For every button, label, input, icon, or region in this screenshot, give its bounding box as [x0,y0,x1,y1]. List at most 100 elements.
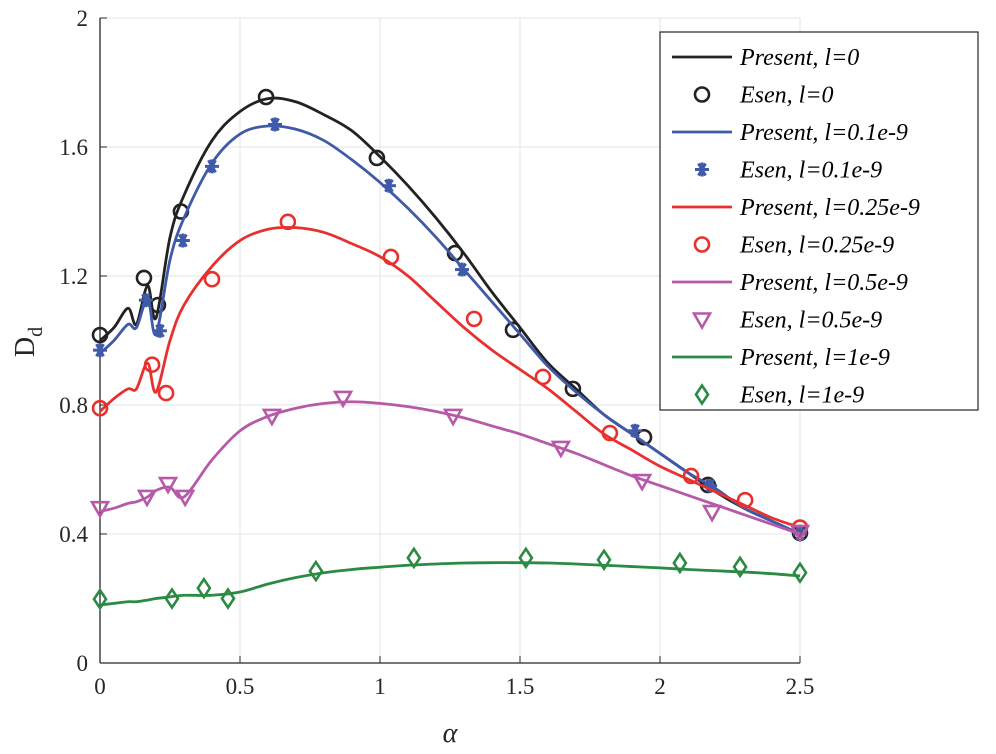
asterisk-marker [152,323,167,338]
triangle-shape [332,390,354,409]
circle-marker [534,368,552,386]
diamond-shape [196,576,212,600]
circle-marker [736,491,754,509]
series-line [99,225,801,529]
circle-shape [135,269,153,287]
series-present-l-0-5e-9 [99,400,801,536]
legend-entry: Esen, l=0 [693,83,834,109]
asterisk-marker [695,162,709,177]
triangle-shape [789,524,811,543]
diamond-marker [164,587,180,610]
series-esen-l-1e-9 [92,546,808,611]
circle-marker [135,269,153,287]
triangle-down-marker [332,390,354,409]
diamond-marker [732,555,748,579]
circle-marker [257,88,275,106]
diamond-shape [732,555,748,579]
x-tick-label: 2 [654,674,666,699]
legend-label: Present, l=0.25e-9 [739,195,920,221]
circle-marker [564,380,582,398]
series-esen-l-0-5e-9 [89,390,811,543]
x-tick-label: 0.5 [226,674,255,699]
x-axis-label: α [443,718,459,749]
circle-shape [368,149,386,167]
legend-entry: Present, l=0.5e-9 [672,270,908,296]
asterisk-marker [93,343,107,358]
triangle-down-marker [550,440,572,459]
circle-shape [279,213,297,231]
circle-shape [257,88,275,106]
legend-entry: Esen, l=0.25e-9 [693,233,894,259]
triangle-down-marker [174,489,196,508]
y-tick-label: 0.8 [59,393,88,418]
triangle-shape [550,440,572,459]
circle-marker [157,384,175,402]
circle-shape [203,270,221,288]
triangle-down-marker [89,500,111,519]
diamond-shape [406,546,422,570]
circle-marker [682,467,700,485]
diamond-shape [164,587,180,610]
triangle-down-marker [442,408,464,427]
y-tick-label: 0.4 [59,522,88,547]
triangle-shape [89,500,111,519]
circle-shape [149,296,167,314]
legend-entry: Esen, l=0.5e-9 [691,308,882,334]
asterisk-marker [138,293,153,308]
diamond-marker [92,587,108,611]
x-tick-label: 1 [374,674,386,699]
triangle-down-marker [691,312,713,331]
series-line [99,561,801,607]
triangle-shape [691,312,713,331]
legend-entry: Present, l=1e-9 [672,345,890,371]
circle-shape [143,356,161,373]
tick-labels: 0 0.5 1 1.5 2 2.5 0 0.4 0.8 1.2 1.6 2 [59,6,814,699]
diamond-shape [92,587,108,611]
diamond-shape [672,551,688,575]
asterisk-marker [628,423,643,438]
legend-label: Esen, l=0.5e-9 [739,308,882,334]
svg-text:Dd: Dd [10,327,47,357]
series-line [99,124,801,536]
circle-shape [564,380,582,398]
series-present-l-1e-9 [99,561,801,607]
triangle-shape [157,476,179,495]
legend-label: Present, l=1e-9 [739,345,890,371]
series-present-l-0-1e-9 [99,124,801,536]
y-tick-label: 0 [77,651,89,676]
y-axis-label-subscript: d [25,327,47,337]
circle-shape [601,424,619,442]
legend-label: Present, l=0.5e-9 [739,270,908,296]
triangle-down-marker [701,504,723,523]
diamond-shape [596,548,612,572]
circle-shape [693,236,711,253]
legend-label: Present, l=0 [739,45,859,71]
series-line [99,400,801,536]
circle-marker [465,310,483,328]
circle-marker [693,86,711,103]
circle-marker [504,321,522,339]
legend-entry: Present, l=0 [672,45,859,71]
diamond-marker [518,546,534,570]
legend-entry: Esen, l=1e-9 [694,383,864,409]
circle-marker [91,399,109,417]
x-tick-label: 2.5 [786,674,815,699]
triangle-shape [701,504,723,523]
y-tick-label: 1.6 [59,135,88,160]
circle-shape [736,491,754,509]
asterisk-marker [268,117,282,132]
triangle-down-marker [157,476,179,495]
y-axis-label-main: D [10,337,41,357]
diamond-shape [518,546,534,570]
circle-marker [368,149,386,167]
series-layer [89,88,811,611]
diamond-shape [694,383,710,406]
legend-label: Esen, l=0 [739,83,834,109]
triangle-down-marker [136,489,158,508]
circle-shape [534,368,552,386]
y-tick-label: 1.2 [59,264,88,289]
circle-marker [279,213,297,231]
circle-marker [203,270,221,288]
legend-label: Present, l=0.1e-9 [739,120,908,146]
diamond-marker [596,548,612,572]
